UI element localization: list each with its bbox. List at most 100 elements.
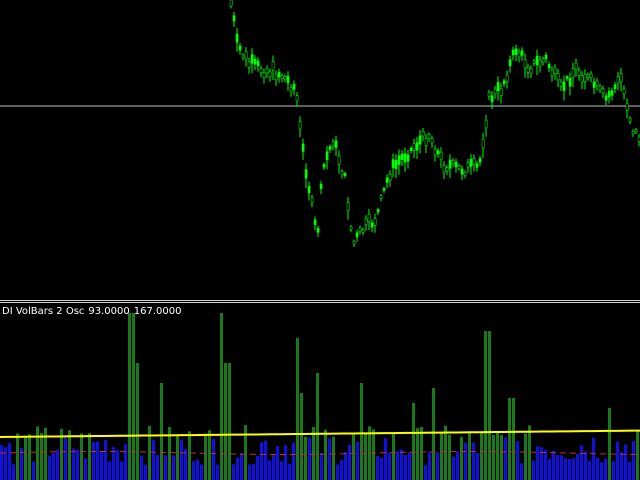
volume-bar-above (204, 435, 207, 480)
volume-bar-above (636, 431, 639, 480)
volume-bar-below (100, 451, 103, 480)
candle-body (481, 138, 485, 149)
volume-bar-below (620, 451, 623, 480)
volume-bar-below (104, 439, 107, 480)
candle-body (229, 0, 233, 7)
candle-body (268, 71, 272, 77)
volume-bar-below (288, 463, 291, 480)
candle-body (475, 163, 479, 168)
candle-body (244, 51, 248, 60)
indicator-label: DI VolBars 2 Osc 93.0000 167.0000 (2, 306, 185, 317)
candle-body (343, 173, 347, 176)
candle-body (595, 80, 599, 86)
candle-body (499, 88, 503, 96)
volume-bar-below (76, 449, 79, 480)
volume-bar-above (608, 408, 611, 480)
volume-bar-above (220, 313, 223, 480)
candle-body (637, 136, 640, 142)
volume-bar-below (400, 449, 403, 480)
candle-body (577, 70, 581, 76)
volume-bar-above (40, 433, 43, 480)
volume-bar-above (412, 403, 415, 480)
indicator-pane[interactable] (0, 303, 640, 480)
volume-bar-above (16, 433, 19, 480)
volume-bar-below (520, 463, 523, 480)
candle-body (607, 91, 611, 98)
volume-bar-below (564, 458, 567, 480)
candle-body (256, 60, 260, 67)
candle-body (463, 172, 467, 176)
candle-body (553, 67, 557, 74)
candle-body (241, 54, 245, 58)
candle-body (277, 71, 281, 78)
candle-body (451, 160, 455, 164)
volume-bar-above (312, 427, 315, 480)
candle-body (364, 218, 368, 225)
candle-body (634, 129, 638, 133)
volume-bar-above (448, 434, 451, 480)
candle-body (583, 74, 587, 82)
candle-body (361, 229, 365, 233)
volume-bar-above (188, 431, 191, 480)
indicator-value-2: 167.0000 (133, 306, 182, 317)
volume-bar-above (492, 434, 495, 480)
volume-bar-below (320, 452, 323, 480)
volume-bar-above (480, 432, 483, 480)
candle-body (385, 177, 389, 183)
candle-body (616, 76, 620, 84)
volume-bar-above (324, 429, 327, 480)
volume-bar-below (632, 440, 635, 480)
candle-body (322, 164, 326, 168)
volume-bar-above (528, 425, 531, 480)
candle-body (253, 58, 257, 65)
candle-body (619, 73, 623, 83)
volume-bar-below (380, 457, 383, 480)
volume-bar-above (244, 425, 247, 480)
volume-bar-below (428, 452, 431, 480)
volume-bar-above (88, 433, 91, 480)
candle-body (415, 142, 419, 151)
volume-bar-above (136, 363, 139, 480)
volume-bar-above (432, 388, 435, 480)
volume-bar-above (44, 427, 47, 480)
volume-bar-below (120, 461, 123, 480)
volume-bar-below (464, 442, 467, 480)
volume-bar-below (96, 441, 99, 480)
volume-bar-above (392, 433, 395, 480)
candle-body (304, 169, 308, 179)
volume-bar-below (172, 455, 175, 480)
volume-bar-above (372, 429, 375, 480)
pane-separator[interactable] (0, 300, 640, 303)
candle-body (529, 68, 533, 74)
volume-bar-above (228, 363, 231, 480)
volume-bar-below (600, 462, 603, 480)
candle-body (358, 227, 362, 232)
price-chart[interactable] (0, 0, 640, 300)
candle-body (388, 174, 392, 181)
volume-bar-below (504, 437, 507, 480)
volume-bar-below (376, 455, 379, 480)
candle-body (406, 154, 410, 162)
volume-bar-below (252, 464, 255, 480)
candle-body (286, 75, 290, 84)
candle-body (565, 76, 569, 79)
candle-body (259, 68, 263, 73)
volume-bar-below (456, 451, 459, 480)
volume-bar-below (64, 437, 67, 480)
candle-body (466, 162, 470, 168)
volume-bar-above (24, 436, 27, 480)
volume-bar-below (264, 440, 267, 480)
candle-body (568, 77, 572, 87)
volume-bar-below (612, 461, 615, 480)
candle-body (622, 88, 626, 95)
candle-body (265, 68, 269, 74)
volume-bar-above (300, 393, 303, 480)
volume-bar-above (444, 425, 447, 480)
volume-bar-below (92, 442, 95, 480)
candle-body (439, 152, 443, 160)
volume-bar-above (500, 435, 503, 480)
candle-body (505, 74, 509, 82)
candle-body (433, 149, 437, 156)
volume-bar-below (8, 443, 11, 480)
candle-body (409, 147, 413, 151)
